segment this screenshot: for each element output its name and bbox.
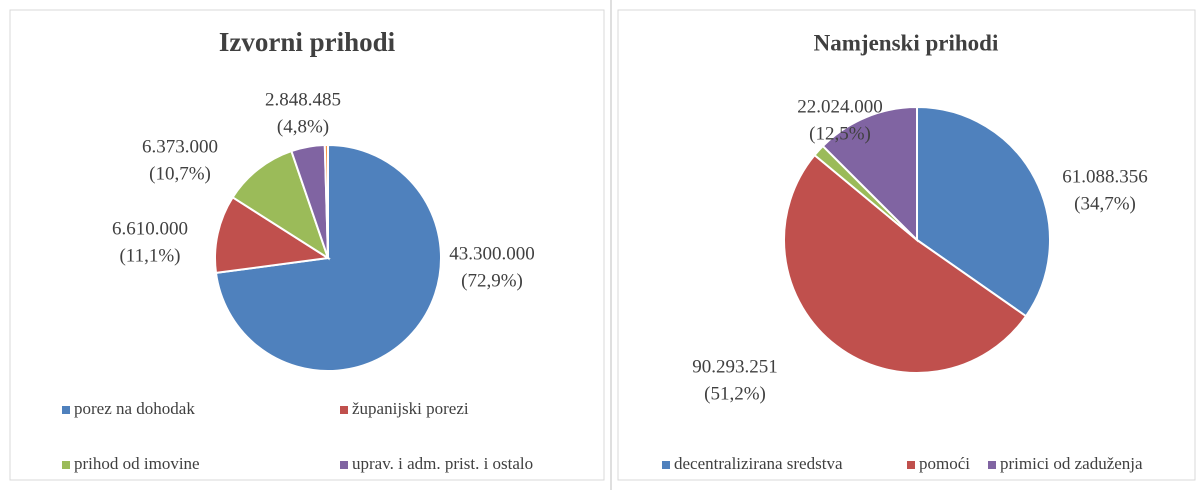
- chart-title: Izvorni prihodi: [219, 27, 396, 57]
- data-label: 6.610.000: [112, 218, 188, 239]
- legend-swatch: [62, 406, 70, 414]
- pie-slice: [214, 195, 331, 275]
- data-label: 2.848.485: [265, 89, 341, 110]
- pie-slice: [916, 105, 1051, 318]
- legend-label: pomoći: [919, 454, 970, 473]
- legend-swatch: [907, 461, 915, 469]
- legend-swatch: [340, 406, 348, 414]
- legend-swatch: [662, 461, 670, 469]
- legend-label: prihod od imovine: [74, 454, 200, 473]
- legend-swatch: [340, 461, 348, 469]
- pie-slice: [821, 105, 918, 243]
- legend-label: županijski porezi: [352, 399, 469, 418]
- legend-label: primici od zaduženja: [1000, 454, 1143, 473]
- data-label: (51,2%): [704, 383, 766, 404]
- data-label: 6.373.000: [142, 136, 218, 157]
- data-label: (12,5%): [809, 123, 871, 144]
- data-label: (34,7%): [1074, 193, 1136, 214]
- legend-label: decentralizirana sredstva: [674, 454, 843, 473]
- panel-left: [9, 9, 605, 481]
- chart-title: Namjenski prihodi: [814, 30, 999, 55]
- data-label: (72,9%): [461, 270, 523, 291]
- pie-slice: [783, 153, 1028, 374]
- pie-slice: [323, 143, 329, 259]
- legend-swatch: [988, 461, 996, 469]
- data-label: (4,8%): [277, 116, 329, 137]
- data-label: (10,7%): [149, 163, 211, 184]
- pie-slice: [231, 149, 330, 261]
- legend-label: porez na dohodak: [74, 399, 195, 418]
- data-label: (11,1%): [119, 245, 180, 266]
- data-label: 43.300.000: [449, 243, 535, 264]
- legend-label: uprav. i adm. prist. i ostalo: [352, 454, 533, 473]
- data-label: 61.088.356: [1062, 166, 1148, 187]
- legend-swatch: [62, 461, 70, 469]
- data-label: 22.024.000: [797, 96, 883, 117]
- data-label: 90.293.251: [692, 356, 778, 377]
- panel-right: [617, 9, 1196, 481]
